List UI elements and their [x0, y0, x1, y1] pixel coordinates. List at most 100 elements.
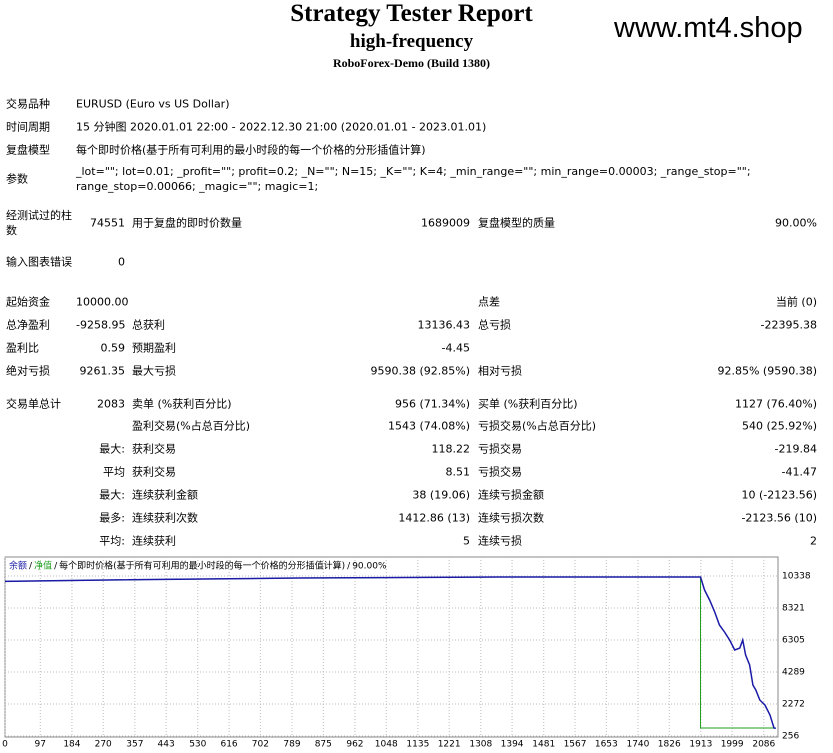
table-cell: 亏损交易 [478, 465, 522, 479]
x-tick-label: 357 [126, 740, 143, 750]
report-title: Strategy Tester Report [290, 0, 533, 27]
table-cell: 获利交易 [132, 442, 176, 456]
table-cell: 复盘模型的质量 [478, 216, 555, 230]
table-cell: 1412.86 (13) [398, 511, 470, 525]
table-cell: 亏损交易(%占总百分比) [478, 419, 597, 433]
table-cell: 1127 (76.40%) [734, 397, 817, 411]
table-cell: 总亏损 [478, 318, 511, 332]
x-tick-label: 1481 [532, 740, 555, 750]
legend-entry: 余额 [9, 560, 27, 572]
x-tick-label: 1048 [375, 740, 398, 750]
table-cell: 绝对亏损 [6, 364, 50, 378]
table-cell: -219.84 [774, 442, 817, 456]
table-cell: 总获利 [132, 318, 165, 332]
plot-frame [4, 556, 779, 738]
table-cell: 当前 (0) [775, 295, 817, 309]
table-cell: 连续亏损 [478, 534, 522, 548]
x-tick-label: 1826 [658, 740, 681, 750]
table-cell: 交易品种 [6, 97, 50, 111]
table-cell: 最大亏损 [132, 364, 176, 378]
y-tick-label: 6305 [782, 636, 805, 646]
x-tick-label: 530 [189, 740, 206, 750]
legend-separator: / [54, 562, 58, 572]
table-cell: 卖单 (%获利百分比) [132, 397, 232, 411]
table-cell: 2083 [97, 397, 125, 411]
table-cell: 用于复盘的即时价数量 [132, 216, 242, 230]
table-cell: 74551 [90, 216, 125, 230]
legend-separator: / [29, 562, 33, 572]
table-cell: -22395.38 [760, 318, 817, 332]
table-cell: -9258.95 [76, 318, 126, 332]
x-tick-label: 1999 [721, 740, 744, 750]
x-tick-label: 1740 [626, 740, 649, 750]
table-cell: 经测试过的柱数 [6, 209, 72, 237]
table-cell: 起始资金 [6, 295, 50, 309]
y-tick-label: 4289 [782, 667, 805, 677]
table-cell: EURUSD (Euro vs US Dollar) [76, 97, 230, 111]
watermark: www.mt4.shop [614, 12, 803, 44]
x-tick-label: 1135 [406, 740, 429, 750]
table-cell: 盈利比 [6, 341, 39, 355]
table-cell: -2123.56 (10) [741, 511, 817, 525]
x-tick-label: 2086 [752, 740, 775, 750]
table-cell: 连续获利 [132, 534, 176, 548]
table-cell: 连续获利次数 [132, 511, 198, 525]
y-tick-label: 8321 [782, 604, 805, 614]
table-cell: 获利交易 [132, 465, 176, 479]
x-tick-label: 1221 [438, 740, 461, 750]
table-cell: 平均: [99, 534, 125, 548]
y-tick-label: 256 [782, 732, 799, 742]
table-cell: 540 (25.92%) [741, 419, 817, 433]
table-cell: 时间周期 [6, 120, 50, 134]
table-cell: 最多: [99, 511, 125, 525]
x-tick-label: 875 [315, 740, 332, 750]
y-tick-label: 2272 [782, 700, 805, 710]
table-cell: 8.51 [445, 465, 471, 479]
x-tick-label: 443 [158, 740, 175, 750]
table-cell: 13136.43 [417, 318, 471, 332]
table-cell: 最大: [99, 442, 125, 456]
legend-note: 每个即时价格(基于所有可利用的最小时段的每一个价格的分形插值计算) [59, 560, 345, 572]
series-line [4, 576, 776, 730]
y-tick-label: 10338 [782, 571, 811, 581]
table-cell: 点差 [478, 295, 500, 309]
report-subtitle: high-frequency [349, 31, 474, 52]
table-cell: 复盘模型 [6, 143, 50, 157]
x-tick-label: 0 [2, 740, 8, 750]
table-cell: 90.00% [775, 216, 817, 230]
table-cell: 2 [810, 534, 817, 548]
table-cell: 1689009 [421, 216, 470, 230]
table-cell: 连续亏损金额 [478, 488, 544, 502]
table-cell: 118.22 [431, 442, 471, 456]
table-cell: 买单 (%获利百分比) [478, 397, 578, 411]
table-cell: 10 (-2123.56) [741, 488, 817, 502]
table-cell: 连续获利金额 [132, 488, 198, 502]
x-tick-label: 962 [346, 740, 363, 750]
x-tick-label: 616 [220, 740, 237, 750]
table-cell: 交易单总计 [6, 397, 61, 411]
table-cell: 连续亏损次数 [478, 511, 544, 525]
x-tick-label: 1913 [689, 740, 712, 750]
table-cell: 预期盈利 [132, 341, 176, 355]
table-cell: 0 [118, 255, 125, 269]
x-tick-label: 1653 [595, 740, 618, 750]
table-cell: 1543 (74.08%) [387, 419, 470, 433]
table-cell: -41.47 [781, 465, 817, 479]
table-cell: 92.85% (9590.38) [717, 364, 817, 378]
x-tick-label: 1308 [469, 740, 492, 750]
table-cell: 相对亏损 [478, 364, 522, 378]
x-tick-label: 702 [252, 740, 269, 750]
table-cell: 5 [463, 534, 470, 548]
table-cell: 956 (71.34%) [394, 397, 470, 411]
table-cell: 10000.00 [76, 295, 129, 309]
table-cell: 0.59 [100, 341, 126, 355]
table-cell: _lot=""; lot=0.01; _profit=""; profit=0.… [76, 165, 751, 193]
x-tick-label: 1567 [564, 740, 587, 750]
x-tick-label: 1394 [501, 740, 524, 750]
table-cell: 最大: [99, 488, 125, 502]
build-info: RoboForex-Demo (Build 1380) [332, 56, 491, 70]
x-tick-label: 184 [63, 740, 80, 750]
table-cell: -4.45 [441, 341, 470, 355]
x-tick-label: 97 [35, 740, 46, 750]
